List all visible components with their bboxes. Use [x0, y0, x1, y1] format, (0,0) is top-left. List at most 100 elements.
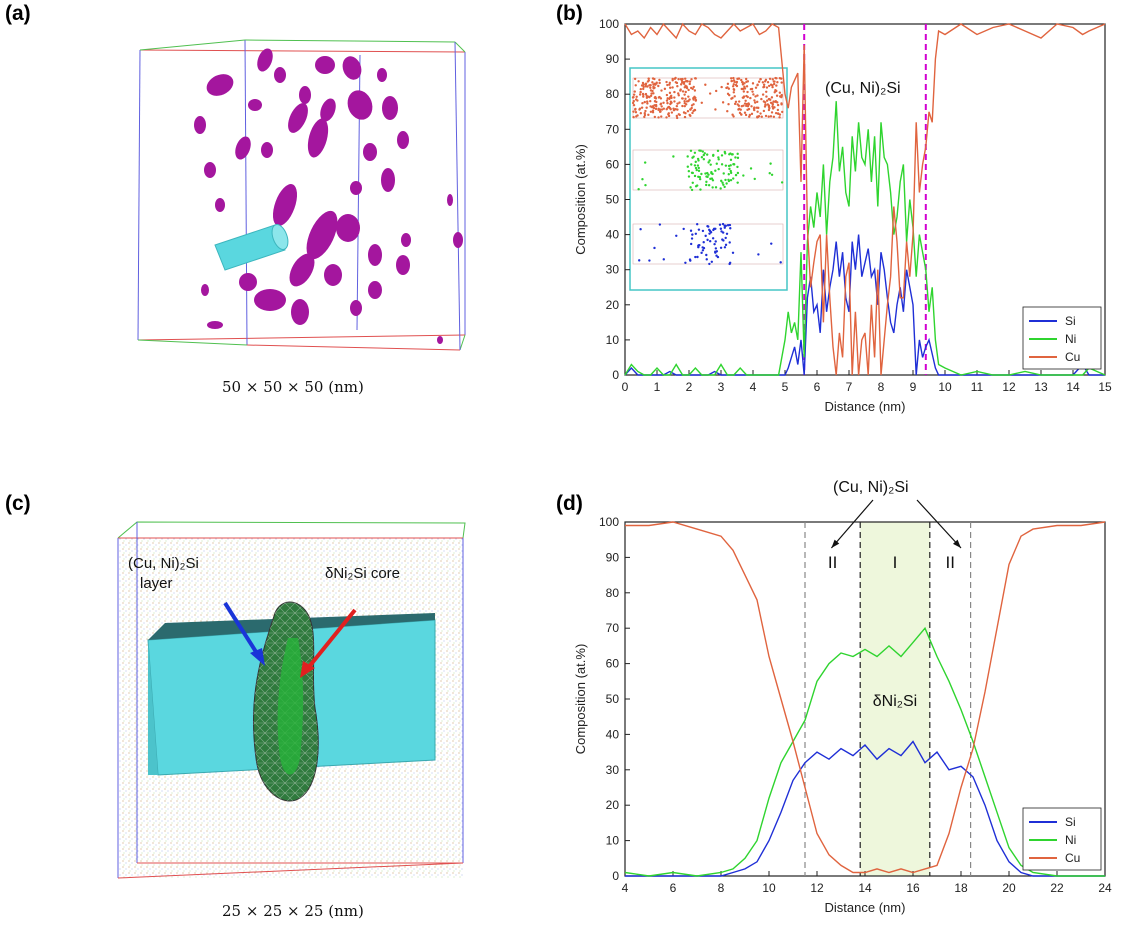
inset-dot: [705, 180, 708, 184]
inset-dot: [677, 77, 680, 81]
inset-dot: [754, 95, 757, 98]
inset-dot: [749, 96, 752, 100]
inset-dot: [641, 81, 645, 85]
inset-dot: [714, 169, 717, 172]
inset-dot: [740, 78, 743, 82]
inset-dot: [659, 102, 663, 105]
inset-dot: [767, 84, 771, 88]
inset-dot: [695, 184, 699, 187]
inset-dot: [721, 181, 724, 184]
inset-dot: [643, 100, 646, 104]
y-tick-label: 100: [599, 17, 619, 31]
inset-dot: [655, 100, 658, 104]
inset-dot: [683, 115, 687, 119]
inset-dot: [757, 253, 760, 256]
inset-dot: [649, 89, 653, 92]
inset-dot: [658, 108, 662, 111]
inset-dot: [736, 165, 739, 169]
box-edge: [244, 39, 456, 43]
inset-dot: [696, 157, 700, 161]
inset-dot: [769, 162, 772, 165]
inset-dot: [714, 247, 718, 250]
inset-dot: [669, 102, 672, 106]
inset-dot: [684, 112, 687, 115]
inset-dot: [692, 85, 695, 89]
x-tick-label: 8: [718, 881, 725, 895]
x-tick-label: 22: [1050, 881, 1064, 895]
x-tick-label: 3: [718, 380, 725, 394]
inset-dot: [690, 188, 694, 192]
inset-dot: [667, 113, 670, 116]
inset-dot: [778, 113, 782, 116]
y-tick-label: 70: [606, 122, 620, 136]
inset-dot: [744, 77, 748, 81]
inset-dot: [773, 91, 776, 94]
inset-dot: [715, 162, 718, 165]
inset-dot: [692, 103, 695, 106]
inset-dot: [725, 182, 728, 185]
inset-dot: [697, 228, 701, 231]
inset-dot: [731, 251, 735, 254]
inset-dot: [639, 228, 642, 231]
inset-dot: [687, 95, 690, 98]
inset-dot: [670, 111, 674, 114]
inset-dot: [673, 90, 676, 94]
inset-dot: [688, 82, 691, 86]
inset-dot: [674, 81, 678, 84]
region-II-left-label: II: [828, 553, 837, 572]
inset-dot: [673, 100, 676, 103]
inset-dot: [739, 108, 742, 111]
x-axis-label: Distance (nm): [825, 399, 906, 414]
inset-dot: [708, 92, 712, 95]
inset-dot: [732, 79, 736, 82]
inset-dot: [643, 111, 646, 115]
inset-dot: [632, 99, 635, 103]
inset-dot: [740, 87, 743, 91]
inset-dot: [753, 106, 756, 109]
inset-dot: [753, 101, 757, 104]
inset-dot: [778, 91, 782, 94]
inset-dot: [679, 77, 683, 81]
inset-dot: [729, 77, 733, 80]
inset-dot: [723, 246, 727, 249]
x-tick-label: 10: [938, 380, 952, 394]
inset-dot: [746, 105, 750, 108]
inset-dot: [719, 187, 722, 190]
inset-dot: [697, 245, 700, 249]
inset-dot: [651, 105, 654, 108]
inset-dot: [703, 152, 706, 155]
y-axis-label: Composition (at.%): [573, 644, 588, 755]
inset-dot: [632, 115, 635, 119]
inset-dot: [638, 107, 642, 110]
box-edge: [137, 334, 466, 341]
inset-dot: [671, 79, 674, 82]
inset-dot: [732, 88, 736, 92]
chart-b-annotation: (Cu, Ni)₂Si: [825, 80, 901, 97]
legend-label-cu: Cu: [1065, 350, 1080, 364]
inset-dot: [684, 90, 687, 94]
inset-dot: [702, 158, 706, 161]
inset-dot: [780, 93, 783, 97]
inset-dot: [712, 153, 715, 157]
box-edge: [459, 334, 466, 351]
inset-dot: [750, 87, 754, 91]
inset-dot: [742, 90, 746, 93]
inset-dot: [632, 110, 635, 113]
inset-dot: [638, 93, 642, 96]
inset-dot: [736, 171, 740, 175]
inset-dot: [677, 94, 680, 97]
inset-dot: [702, 153, 705, 157]
inset-dot: [721, 101, 725, 104]
inset-dot: [707, 161, 710, 164]
inset-dot: [687, 88, 690, 92]
x-tick-label: 4: [622, 881, 629, 895]
x-tick-label: 4: [750, 380, 757, 394]
annotation-arrowhead: [831, 539, 840, 548]
inset-dot: [732, 76, 735, 80]
inset-dot: [724, 224, 728, 228]
inset-dot: [700, 101, 703, 104]
inset-dot: [779, 261, 782, 264]
inset-dot: [729, 152, 732, 155]
inset-dot: [687, 169, 691, 173]
inset-dot: [718, 223, 722, 226]
